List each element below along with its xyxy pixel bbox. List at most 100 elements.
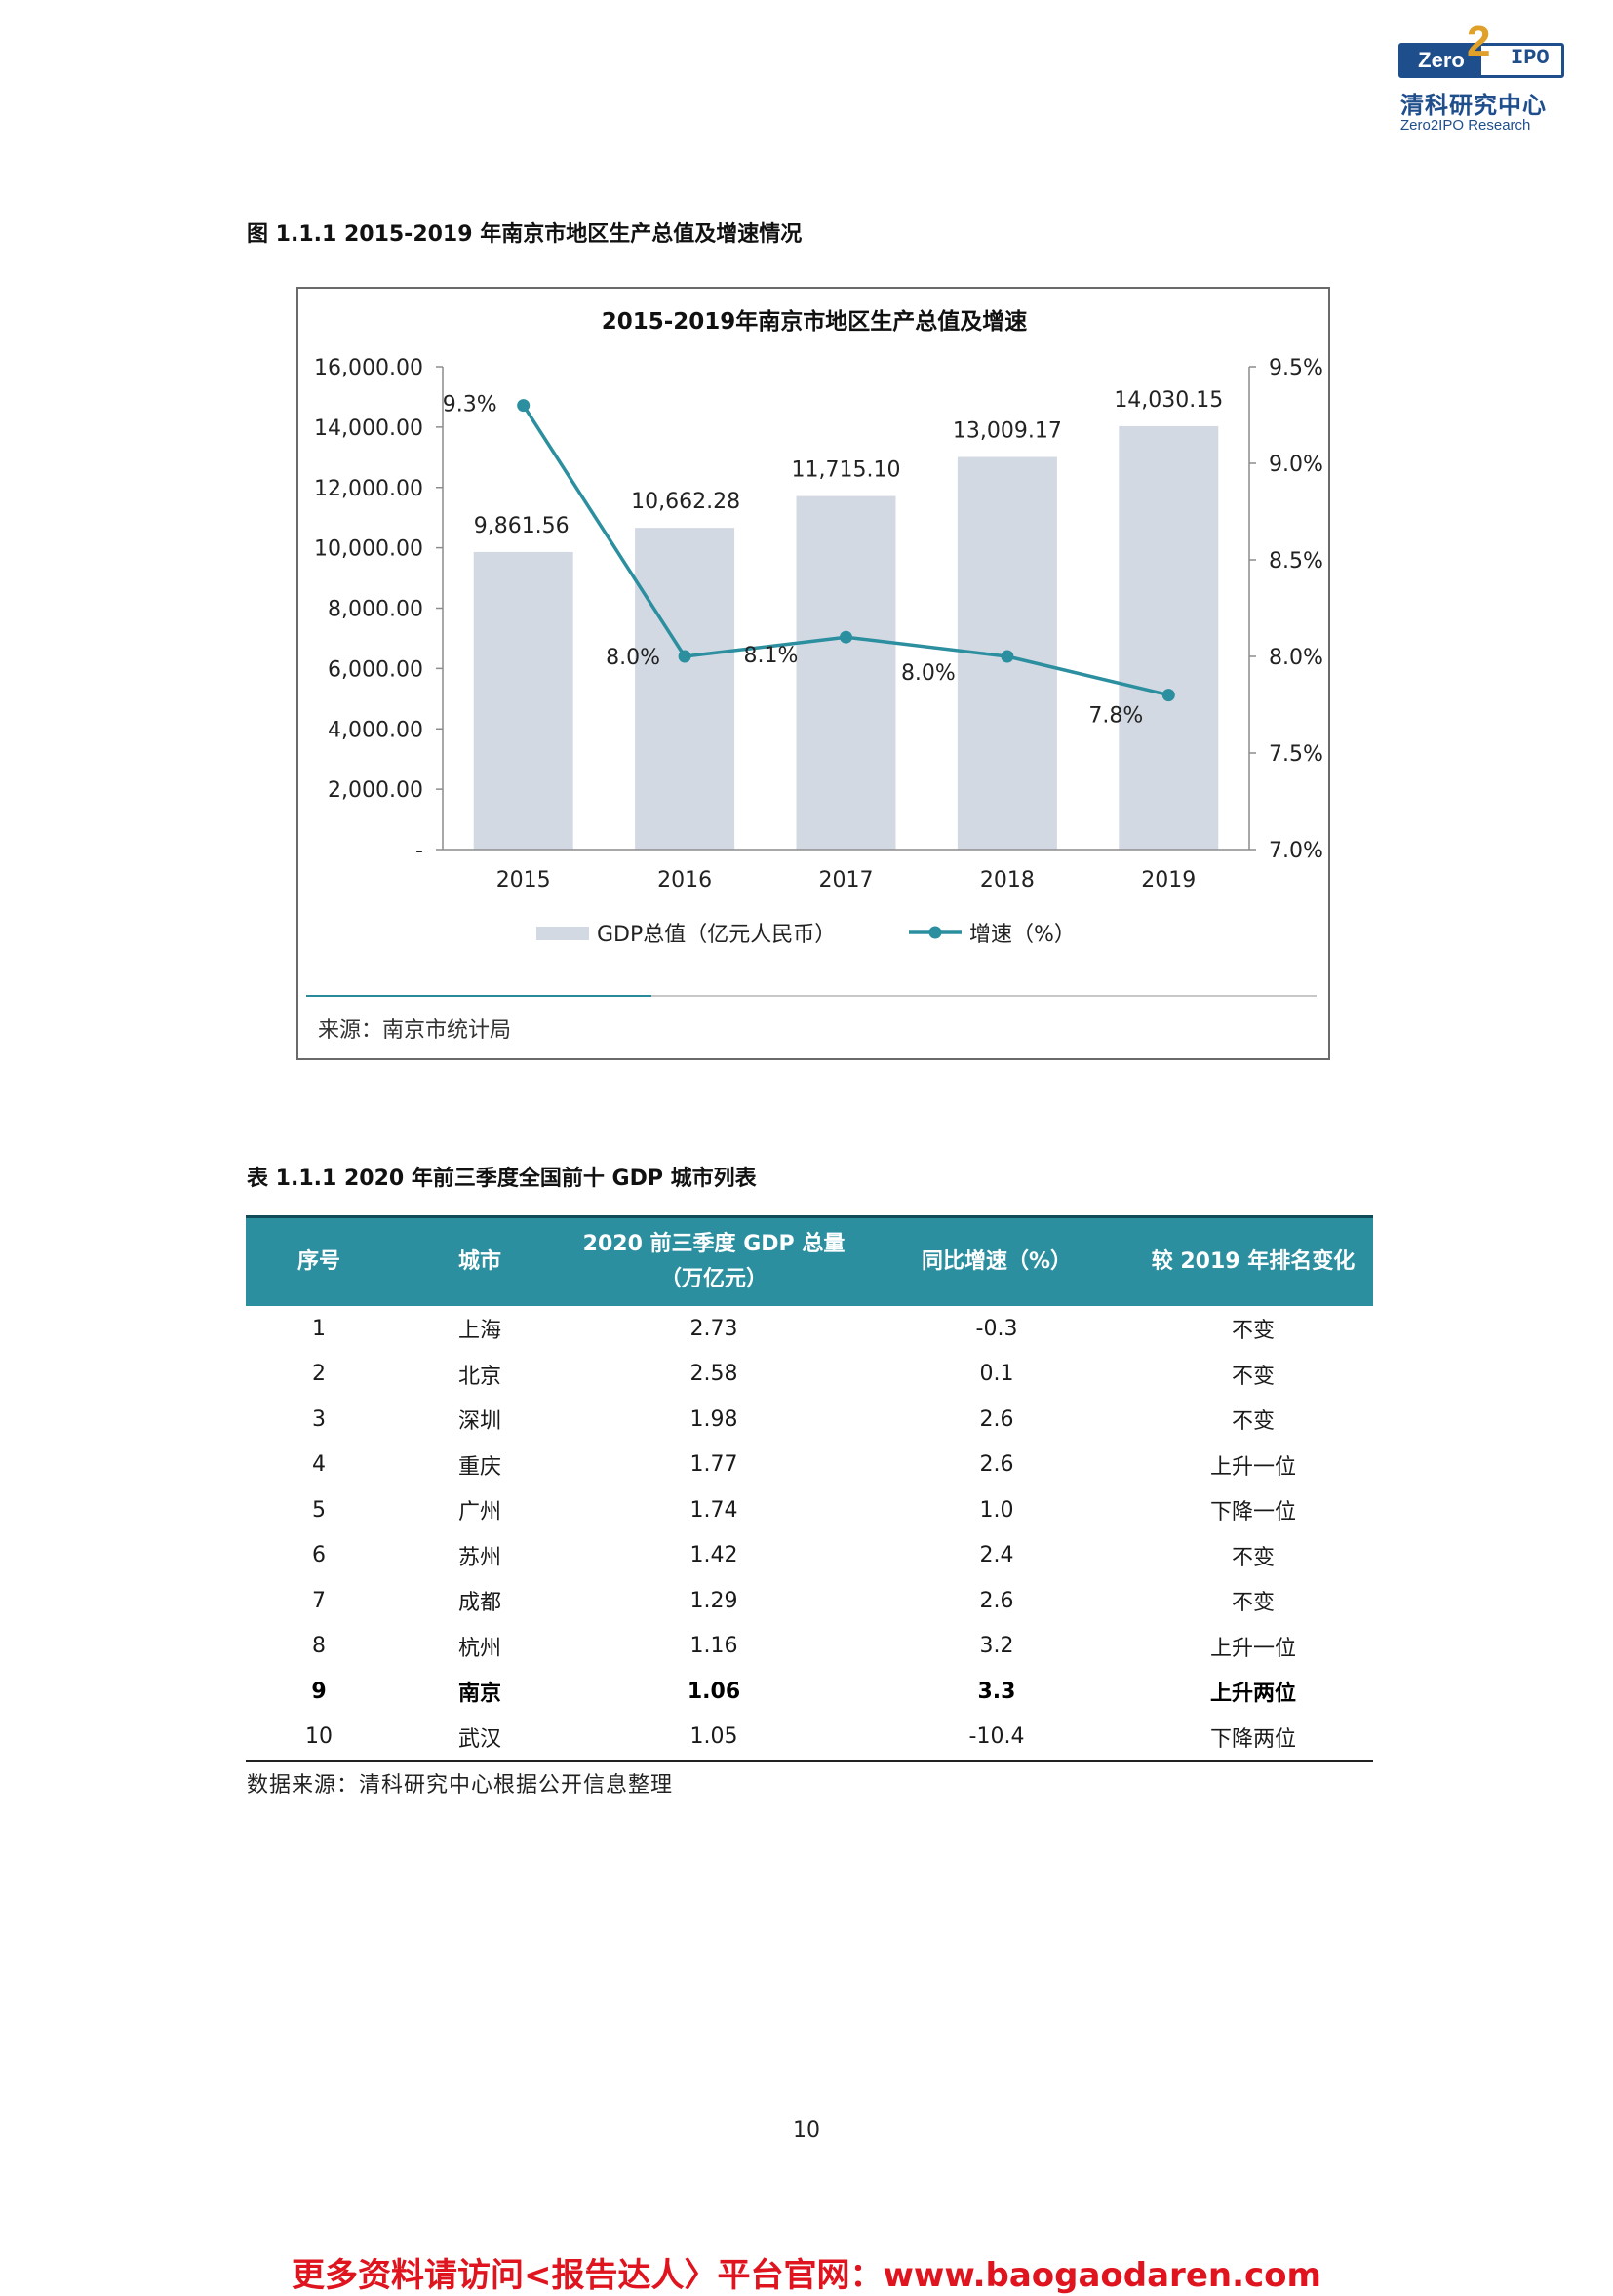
cell-rank: 10 xyxy=(246,1714,392,1762)
right-axis-tick-label: 9.0% xyxy=(1269,453,1323,477)
footer-promo-link[interactable]: 更多资料请访问<报告达人〉平台官网：www.baogaodaren.com xyxy=(292,2256,1321,2295)
table-row: 1 上海 2.73 -0.3 不变 xyxy=(246,1306,1373,1352)
gdp-bar-label: 9,861.56 xyxy=(474,514,570,538)
header-rank-change: 较 2019 年排名变化 xyxy=(1133,1215,1373,1306)
cell-city: 武汉 xyxy=(392,1714,568,1762)
cell-growth: -10.4 xyxy=(860,1714,1133,1762)
growth-point xyxy=(1161,689,1175,702)
cell-rank-change: 上升一位 xyxy=(1209,1636,1296,1661)
chart-source: 来源：南京市统计局 xyxy=(318,1018,512,1043)
figure-caption: 图 1.1.1 2015-2019 年南京市地区生产总值及增速情况 xyxy=(247,222,803,247)
table-row: 5 广州 1.74 1.0 下降一位 xyxy=(246,1487,1373,1533)
gdp-bar xyxy=(635,528,735,850)
x-axis-tick-label: 2016 xyxy=(657,868,712,892)
cell-gdp: 1.42 xyxy=(689,1543,738,1568)
growth-point xyxy=(840,630,852,644)
cell-gdp: 1.16 xyxy=(689,1634,738,1659)
legend-bar-label: GDP总值（亿元人民币） xyxy=(597,923,836,947)
cell-growth: 0.1 xyxy=(979,1362,1014,1387)
chart-divider-accent xyxy=(306,995,651,997)
x-axis-tick-label: 2015 xyxy=(496,868,551,892)
cell-gdp: 2.73 xyxy=(689,1316,738,1341)
left-axis-tick-label: - xyxy=(415,839,423,863)
cell-growth: 2.6 xyxy=(979,1406,1014,1432)
cell-rank: 8 xyxy=(312,1634,326,1659)
legend-line-label: 增速（%） xyxy=(969,923,1076,947)
chart-title: 2015-2019年南京市地区生产总值及增速 xyxy=(602,308,1028,335)
table-row: 2 北京 2.58 0.1 不变 xyxy=(246,1352,1373,1398)
gdp-bar-label: 13,009.17 xyxy=(953,419,1062,444)
left-axis-tick-label: 6,000.00 xyxy=(328,657,423,682)
right-axis-tick-label: 9.5% xyxy=(1269,356,1323,380)
logo-name-en: Zero2IPO Research xyxy=(1400,117,1531,134)
growth-point xyxy=(517,399,531,413)
left-axis-tick-label: 4,000.00 xyxy=(328,718,423,742)
cell-growth: 3.2 xyxy=(979,1634,1014,1659)
cell-growth: -0.3 xyxy=(975,1316,1018,1341)
cell-rank: 7 xyxy=(312,1588,326,1613)
cell-growth: 3.3 xyxy=(977,1679,1016,1704)
page-number: 10 xyxy=(793,2118,820,2143)
cell-city: 成都 xyxy=(457,1591,501,1616)
x-axis-tick-label: 2019 xyxy=(1141,868,1196,892)
cell-rank-change: 不变 xyxy=(1231,1591,1275,1616)
cell-city: 南京 xyxy=(457,1682,501,1707)
logo-name-cn: 清科研究中心 xyxy=(1400,92,1547,119)
chart-frame: 2015-2019年南京市地区生产总值及增速 - 2,000.00 4,000.00 6… xyxy=(296,287,1330,1060)
growth-point xyxy=(1001,650,1014,663)
table-row: 7 成都 1.29 2.6 不变 xyxy=(246,1578,1373,1624)
right-axis-tick-label: 7.5% xyxy=(1269,742,1323,767)
cell-growth: 2.4 xyxy=(979,1543,1014,1568)
x-axis-tick-label: 2018 xyxy=(980,868,1035,892)
header-gdp-line2: （万亿元） xyxy=(659,1267,767,1291)
cell-city: 杭州 xyxy=(457,1636,501,1661)
cell-gdp: 1.98 xyxy=(689,1406,738,1432)
header-rank: 序号 xyxy=(246,1215,392,1306)
cell-rank-change: 不变 xyxy=(1231,1319,1275,1344)
x-axis-tick-label: 2017 xyxy=(819,868,874,892)
cell-rank: 2 xyxy=(312,1362,326,1387)
cell-rank-change: 上升两位 xyxy=(1209,1682,1296,1707)
growth-point-label: 8.0% xyxy=(901,661,956,686)
left-axis-tick-label: 14,000.00 xyxy=(314,416,423,441)
table-row: 4 重庆 1.77 2.6 上升一位 xyxy=(246,1443,1373,1488)
cell-gdp: 1.06 xyxy=(687,1679,741,1704)
logo-mark-two: 2 xyxy=(1467,18,1491,65)
cell-growth: 2.6 xyxy=(979,1452,1014,1478)
growth-point-label: 8.0% xyxy=(606,646,660,670)
cell-rank: 9 xyxy=(311,1679,327,1704)
logo-mark: Zero IPO xyxy=(1398,43,1564,78)
logo-mark-ipo: IPO xyxy=(1511,46,1550,70)
left-axis-tick-label: 10,000.00 xyxy=(314,537,423,562)
cell-city: 苏州 xyxy=(457,1545,501,1570)
cell-rank-change: 下降一位 xyxy=(1209,1500,1296,1525)
growth-point-label: 7.8% xyxy=(1088,704,1143,729)
gdp-chart: 2015-2019年南京市地区生产总值及增速 - 2,000.00 4,000.00 6… xyxy=(314,308,1323,947)
cell-gdp: 2.58 xyxy=(689,1362,738,1387)
cell-city: 深圳 xyxy=(457,1409,501,1435)
cell-growth: 1.0 xyxy=(979,1497,1014,1523)
growth-point xyxy=(678,650,691,663)
cell-city: 北京 xyxy=(457,1364,501,1389)
cell-gdp: 1.29 xyxy=(689,1588,738,1613)
table-caption: 表 1.1.1 2020 年前三季度全国前十 GDP 城市列表 xyxy=(247,1167,757,1191)
cell-gdp: 1.77 xyxy=(689,1452,738,1478)
table-header-row: 序号 城市 2020 前三季度 GDP 总量 （万亿元） 同比增速（%） 较 2… xyxy=(246,1215,1373,1306)
gdp-city-table: 序号 城市 2020 前三季度 GDP 总量 （万亿元） 同比增速（%） 较 2… xyxy=(246,1215,1373,1762)
table-row: 10 武汉 1.05 -10.4 下降两位 xyxy=(246,1714,1373,1762)
cell-rank: 4 xyxy=(312,1452,326,1478)
left-axis-tick-label: 2,000.00 xyxy=(328,778,423,803)
cell-rank: 6 xyxy=(312,1543,326,1568)
cell-gdp: 1.05 xyxy=(568,1714,860,1762)
gdp-bar-label: 14,030.15 xyxy=(1114,388,1223,413)
gdp-bar xyxy=(473,551,573,850)
cell-city: 重庆 xyxy=(457,1454,501,1480)
cell-rank-change: 不变 xyxy=(1231,1364,1275,1389)
cell-rank-change: 下降两位 xyxy=(1133,1714,1373,1762)
right-axis-tick-label: 8.5% xyxy=(1269,549,1323,574)
header-gdp: 2020 前三季度 GDP 总量 （万亿元） xyxy=(568,1215,860,1306)
header-gdp-line1: 2020 前三季度 GDP 总量 xyxy=(582,1232,846,1256)
growth-point-label: 8.1% xyxy=(744,644,799,668)
cell-growth: 2.6 xyxy=(979,1588,1014,1613)
left-axis-tick-label: 12,000.00 xyxy=(314,477,423,501)
